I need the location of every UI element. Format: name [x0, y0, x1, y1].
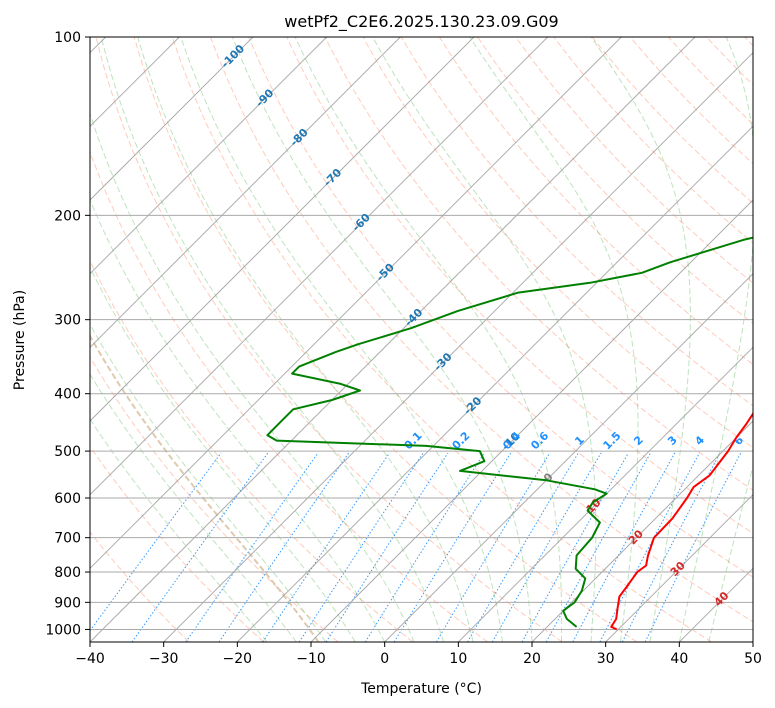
- y-axis-title: Pressure (hPa): [12, 290, 28, 390]
- isotherm-line: [310, 199, 753, 642]
- mixing-ratio-line: [644, 452, 742, 642]
- dry-adiabat: [400, 37, 753, 407]
- moist-adiabat: [100, 37, 445, 642]
- isotherm-line: [531, 420, 753, 642]
- dry-adiabat: [553, 37, 753, 244]
- mixing-ratio-line: [572, 452, 676, 642]
- y-tick-label: 100: [54, 30, 81, 46]
- mixing-ratio-line: [435, 452, 551, 642]
- isotherm-line: [90, 37, 696, 642]
- isotherm-line: [90, 37, 549, 496]
- y-tick-label: 200: [54, 208, 81, 224]
- y-tick-label: 300: [54, 313, 81, 329]
- mixing-ratio-line: [621, 452, 721, 642]
- x-tick-label: 30: [597, 651, 615, 667]
- chart-title: wetPf2_C2E6.2025.130.23.09.G09: [284, 12, 558, 32]
- axes: −40 −30 −20 −10 0 10 20 30 40 50 100 200 300 400 500 60…: [45, 30, 762, 667]
- moist-adiabat: [469, 37, 639, 642]
- plot-frame: [89, 36, 754, 643]
- dry-adiabat: [90, 356, 339, 642]
- y-tick-label: 800: [54, 565, 81, 581]
- dry-adiabat: [90, 259, 414, 642]
- mixing-ratio-line: [364, 452, 485, 642]
- moist-adiabat: [231, 37, 533, 642]
- isotherm-line: [384, 272, 753, 642]
- y-tick-label: 500: [54, 444, 81, 460]
- moist-adiabat: [678, 37, 753, 642]
- y-tick-label: 600: [54, 491, 81, 507]
- dry-adiabat: [629, 37, 753, 165]
- mixing-ratio-line: [262, 452, 390, 642]
- moist-adiabat: [90, 323, 327, 642]
- dry-adiabat: [248, 37, 753, 578]
- moist-adiabat: [90, 418, 268, 642]
- y-tick-label: 400: [54, 387, 81, 403]
- wet-bulb-zero-curve: [90, 334, 320, 642]
- background-lines: [90, 37, 753, 642]
- mixing-ratio-line: [131, 452, 269, 642]
- isotherm-line: [90, 37, 622, 570]
- moist-adiabat: [90, 373, 297, 642]
- x-tick-label: −20: [223, 651, 253, 667]
- grid-lines: [90, 37, 753, 642]
- y-tick-label: 700: [54, 531, 81, 547]
- moist-adiabat: [294, 37, 563, 642]
- dry-adiabat: [324, 37, 753, 491]
- temperature-profile-line: [610, 411, 753, 631]
- x-tick-label: −40: [75, 651, 105, 667]
- mixing-ratio-line: [599, 452, 700, 642]
- x-tick-label: 50: [744, 651, 762, 667]
- isotherm-line: [90, 37, 401, 349]
- dry-adiabat: [133, 37, 638, 642]
- x-tick-label: 40: [670, 651, 688, 667]
- moist-adiabat: [590, 37, 691, 642]
- y-tick-label: 1000: [45, 622, 81, 638]
- dry-adiabat: [210, 37, 753, 623]
- x-tick-label: 10: [449, 651, 467, 667]
- isotherm-line: [163, 51, 753, 642]
- moist-adiabat: [90, 266, 356, 642]
- dry-adiabat: [95, 37, 563, 642]
- moist-adiabat: [372, 37, 597, 642]
- moist-adiabat: [180, 37, 503, 642]
- x-tick-label: −10: [296, 651, 326, 667]
- dry-adiabat: [591, 37, 753, 204]
- y-tick-label: 900: [54, 595, 81, 611]
- x-axis-title: Temperature (°C): [360, 681, 482, 697]
- isotherm-line: [457, 346, 753, 642]
- isotherm-line: [605, 493, 753, 642]
- isotherm-line: [236, 125, 753, 642]
- mixing-ratio-line: [298, 452, 424, 642]
- x-tick-label: 20: [523, 651, 541, 667]
- dry-adiabat: [438, 37, 753, 366]
- x-tick-label: 0: [380, 651, 389, 667]
- mixing-ratio-line: [90, 452, 222, 632]
- dry-adiabat: [90, 531, 190, 642]
- isotherm-line: [90, 37, 475, 422]
- dewpoint-profile-line: [266, 236, 753, 628]
- dry-adiabat: [515, 37, 753, 284]
- mixing-ratio-line: [521, 452, 629, 642]
- plot-background: [90, 37, 753, 642]
- mixing-ratio-line: [467, 452, 579, 642]
- mixing-ratio-line: [325, 452, 449, 642]
- data-series: [266, 236, 753, 631]
- dry-adiabat: [90, 150, 488, 642]
- moist-adiabat: [90, 112, 415, 642]
- moist-adiabat: [90, 198, 386, 642]
- x-tick-label: −30: [149, 651, 179, 667]
- mixing-ratio-line: [491, 452, 602, 642]
- isotherm-line: [90, 37, 254, 201]
- isotherm-line: [90, 37, 328, 275]
- dry-adiabat: [477, 37, 753, 325]
- moist-adiabat: [137, 37, 474, 642]
- dry-adiabat: [286, 37, 753, 534]
